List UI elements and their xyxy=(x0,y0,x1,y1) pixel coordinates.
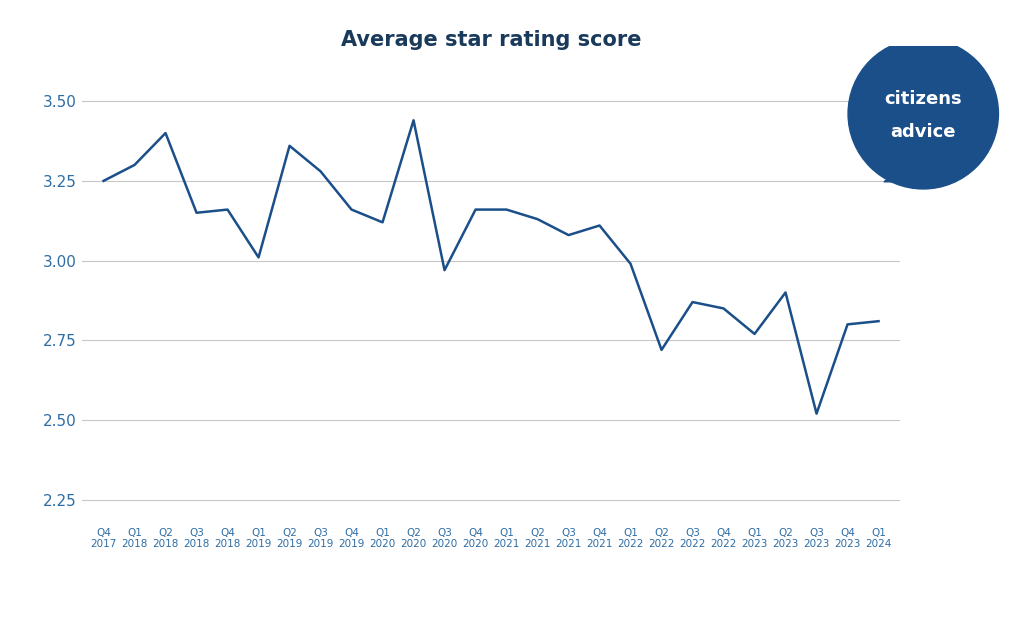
Title: Average star rating score: Average star rating score xyxy=(341,30,641,50)
Text: advice: advice xyxy=(890,123,957,141)
Polygon shape xyxy=(884,160,913,182)
Text: citizens: citizens xyxy=(885,91,962,108)
Circle shape xyxy=(848,38,998,189)
